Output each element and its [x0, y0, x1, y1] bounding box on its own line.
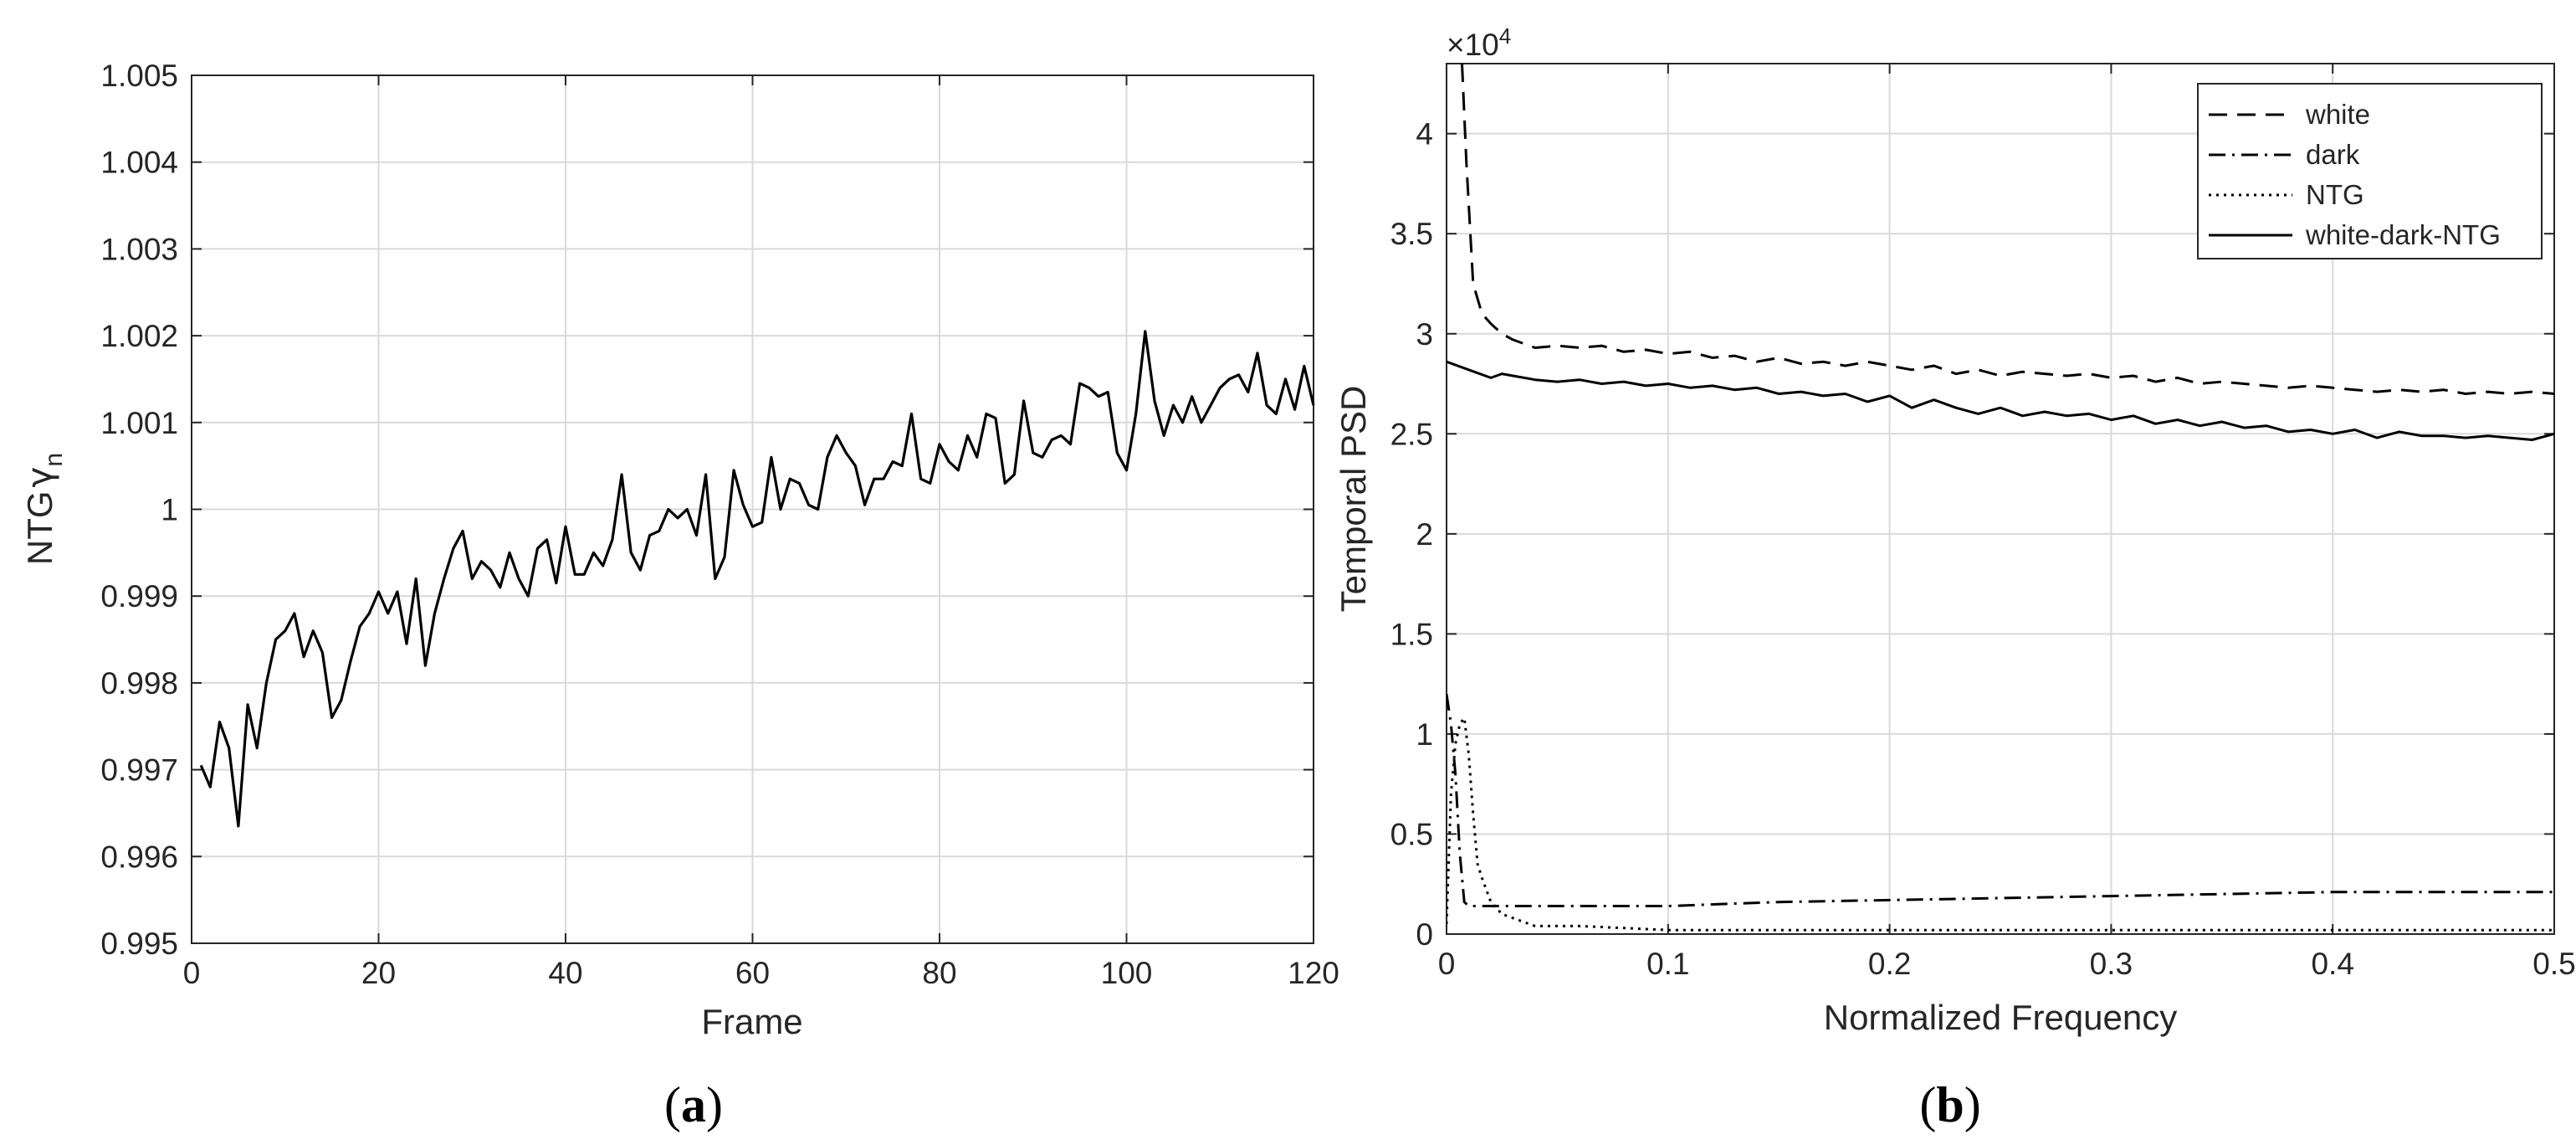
y-tick-label: 1.005: [100, 59, 178, 93]
y-tick-label: 1.002: [100, 319, 178, 353]
y-tick-label: 1.004: [100, 146, 178, 180]
y-multiplier-b-exp: 4: [1499, 23, 1511, 49]
y-axis-label-a-symbol: γ: [19, 467, 60, 488]
panel-label-b-open: (: [1919, 1077, 1936, 1132]
x-tick-label: 100: [1101, 956, 1153, 990]
y-tick-label: 2.5: [1390, 417, 1433, 451]
chart-panel-b: 0 0.1 0.2 0.3 0.4 0.5 0 0.5 1 1.5 2 2.5 3 3.5 4 Norma…: [1334, 23, 2576, 1132]
y-axis-label-a-sub: n: [40, 453, 68, 467]
chart-panel-a: 0 20 40 60 80 100 120 0.9950.9960.9970.9980.99…: [19, 59, 1339, 1132]
y-axis-label-b: Temporal PSD: [1334, 386, 1373, 613]
series-line-white-dark-ntg: [1447, 360, 2554, 441]
y-tick-label: 0.996: [100, 839, 178, 874]
x-tick-label: 0.3: [2090, 947, 2133, 981]
x-tick-label: 20: [361, 956, 396, 990]
x-tick-label: 120: [1288, 956, 1339, 990]
y-tick-label: 1.003: [100, 232, 178, 266]
panel-label-a-open: (: [664, 1077, 681, 1132]
y-multiplier-b: ×104: [1447, 23, 1511, 62]
y-tick-label: 1: [161, 493, 178, 527]
y-ticks-b: 0 0.5 1 1.5 2 2.5 3 3.5 4: [1390, 117, 2554, 952]
series-line-ntg: [1447, 716, 2554, 932]
legend-label-white-dark-ntg: white-dark-NTG: [2305, 219, 2501, 250]
y-ticks-a: 0.995 0.996 0.997 0.998 0.999 1 1.001 1.002 1.00…: [100, 59, 1314, 961]
legend-box: [2197, 83, 2543, 259]
y-tick-label: 0.5: [1390, 817, 1433, 851]
legend-b: white dark NTG white-dark-NTG: [2197, 83, 2543, 259]
y-tick-label: 0.997: [100, 753, 178, 788]
y-tick-label: 3: [1416, 317, 1433, 352]
x-ticks-b: 0 0.1 0.2 0.3 0.4 0.5: [1438, 64, 2576, 981]
y-axis-label-a-main: NTG: [20, 490, 59, 565]
y-tick-label: 1.5: [1390, 617, 1433, 651]
y-multiplier-b-base: ×10: [1447, 28, 1499, 62]
y-tick-label: 1: [1416, 717, 1433, 752]
x-ticks-a: 0 20 40 60 80 100 120: [183, 75, 1339, 990]
y-tick-label: 0: [1416, 917, 1433, 952]
legend-label-dark: dark: [2306, 139, 2360, 170]
x-tick-label: 40: [548, 956, 582, 990]
y-tick-label: 4: [1416, 117, 1433, 151]
y-tick-label: 2: [1416, 517, 1433, 552]
series-line-white: [1461, 64, 2554, 395]
x-axis-label-a: Frame: [701, 1002, 802, 1041]
series-group-b: [1447, 64, 2554, 932]
x-tick-label: 80: [922, 956, 956, 990]
x-tick-label: 0.2: [1868, 947, 1911, 981]
legend-label-ntg: NTG: [2306, 179, 2364, 210]
panel-label-b-close: ): [1964, 1077, 1981, 1132]
x-axis-label-b: Normalized Frequency: [1824, 998, 2178, 1037]
y-tick-label: 0.999: [100, 579, 178, 614]
panel-label-a-close: ): [706, 1077, 723, 1132]
y-tick-label: 3.5: [1390, 217, 1433, 251]
series-line-a: [199, 330, 1315, 828]
x-tick-label: 0.1: [1646, 947, 1689, 981]
series-line-dark: [1447, 693, 2554, 907]
panel-label-a-letter: a: [681, 1077, 706, 1132]
y-tick-label: 0.995: [100, 927, 178, 961]
y-tick-label: 1.001: [100, 406, 178, 440]
panel-label-a: (a): [664, 1077, 723, 1132]
y-axis-label-a: NTGγn: [19, 453, 68, 565]
panel-label-b: (b): [1919, 1077, 1980, 1132]
x-tick-label: 0: [1438, 947, 1456, 981]
panel-label-b-letter: b: [1936, 1077, 1964, 1132]
y-tick-label: 0.998: [100, 666, 178, 701]
legend-label-white: white: [2305, 99, 2370, 130]
x-tick-label: 0: [183, 956, 201, 990]
grid-a: [192, 75, 1314, 943]
plot-area-b: [1446, 63, 2555, 935]
x-tick-label: 60: [735, 956, 770, 990]
x-tick-label: 0.5: [2532, 947, 2575, 981]
x-tick-label: 0.4: [2311, 947, 2353, 981]
